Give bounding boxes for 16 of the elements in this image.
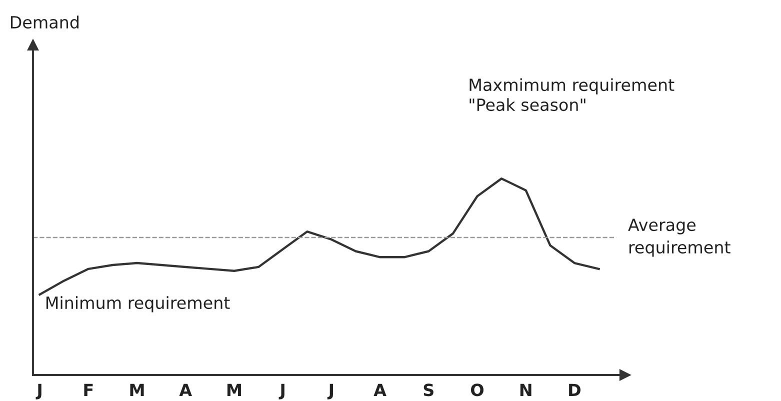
x-tick-label: D (569, 384, 580, 396)
x-tick-label: O (470, 384, 484, 396)
x-tick-label: M (227, 384, 241, 396)
annotation: Minimum requirement (46, 296, 230, 312)
x-tick-label: A (374, 384, 386, 396)
text: Demand (10, 16, 78, 29)
ref-line-label: Average requirement (628, 218, 730, 257)
x-tick-label: M (130, 384, 144, 396)
x-tick-label: J (278, 384, 284, 400)
x-tick-label: A (179, 384, 192, 396)
x-tick-label: S (424, 384, 434, 396)
x-tick-label: F (84, 384, 93, 396)
x-tick-label: N (520, 384, 532, 396)
text: Maxmimum requirement "Peak season" (470, 78, 674, 112)
x-tick-label: J (327, 384, 333, 400)
x-tick-label: J (36, 384, 42, 400)
